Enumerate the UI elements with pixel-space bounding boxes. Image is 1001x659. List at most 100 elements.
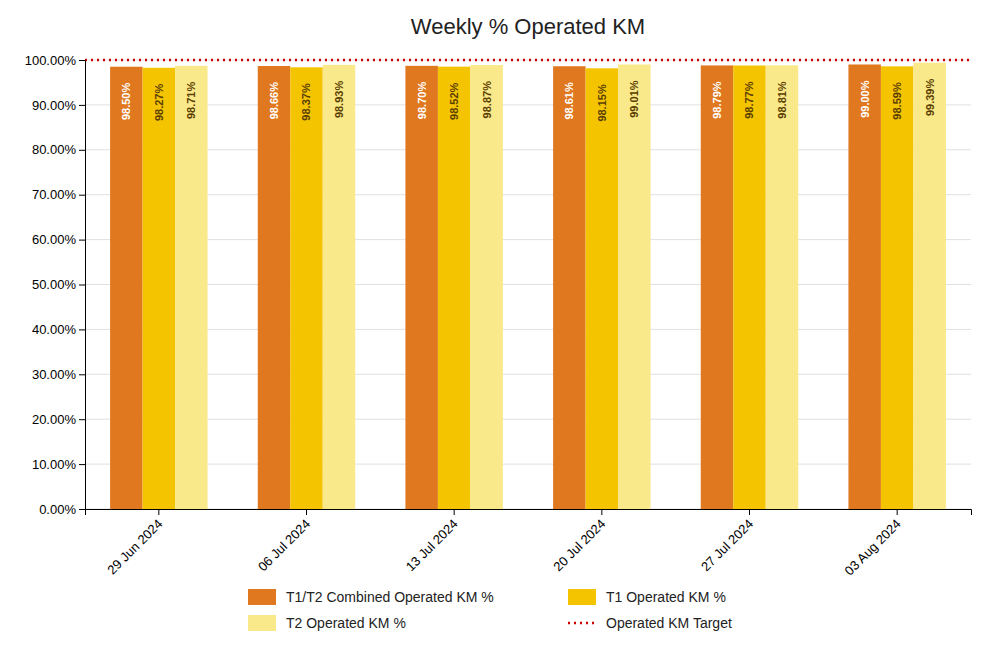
bar xyxy=(175,66,207,509)
data-label: 98.87% xyxy=(481,81,493,119)
tick-mark xyxy=(79,509,85,510)
legend-label: T1/T2 Combined Operated KM % xyxy=(286,589,494,605)
bar xyxy=(881,66,913,509)
tick-mark xyxy=(601,509,602,515)
data-label: 98.61% xyxy=(563,82,575,120)
data-label: 98.79% xyxy=(711,81,723,119)
data-label: 98.59% xyxy=(891,82,903,120)
x-axis: 29 Jun 2024 06 Jul 2024 13 Jul 2024 20 Jul … xyxy=(86,509,972,578)
bar xyxy=(470,65,502,509)
grid-line xyxy=(85,419,971,420)
tick: 20.00% xyxy=(32,412,85,427)
tick-mark xyxy=(79,329,85,330)
grid-line xyxy=(85,239,971,240)
series xyxy=(110,64,881,509)
tick-label: 10.00% xyxy=(32,457,77,472)
tick-mark xyxy=(79,285,85,286)
bar xyxy=(766,65,798,509)
bar xyxy=(438,67,470,509)
bar xyxy=(290,67,322,509)
tick: 20 Jul 2024 xyxy=(550,509,608,574)
legend-swatch xyxy=(568,589,596,605)
grid-line xyxy=(85,149,971,150)
legend-swatch xyxy=(248,615,276,631)
tick: 10.00% xyxy=(32,457,85,472)
bar xyxy=(405,66,437,509)
tick: 0.00% xyxy=(39,502,85,517)
tick-label: 27 Jul 2024 xyxy=(698,516,756,574)
data-label: 98.71% xyxy=(185,82,197,120)
bar xyxy=(586,68,618,509)
tick-mark xyxy=(79,150,85,151)
tick-mark xyxy=(306,509,307,515)
legend-item: Operated KM Target xyxy=(568,615,732,631)
legend: T1/T2 Combined Operated KM % T1 Operated … xyxy=(248,589,732,631)
tick: 50.00% xyxy=(32,277,85,292)
tick-mark xyxy=(79,464,85,465)
grid-line xyxy=(85,194,971,195)
tick: 30.00% xyxy=(32,367,85,382)
data-label: 98.27% xyxy=(153,84,165,122)
legend-item: T2 Operated KM % xyxy=(248,615,406,631)
legend-item: T1 Operated KM % xyxy=(568,589,726,605)
grid-line xyxy=(85,464,971,465)
tick-label: 60.00% xyxy=(32,232,77,247)
data-label: 98.66% xyxy=(268,82,280,120)
bar xyxy=(733,66,765,509)
data-label: 99.00% xyxy=(859,80,871,118)
tick: 06 Jul 2024 xyxy=(255,509,313,574)
data-label: 98.81% xyxy=(776,81,788,119)
tick: 13 Jul 2024 xyxy=(403,509,461,574)
series xyxy=(175,63,946,509)
tick-mark xyxy=(79,105,85,106)
data-label: 98.77% xyxy=(743,81,755,119)
tick-mark xyxy=(79,419,85,420)
data-label: 98.70% xyxy=(416,82,428,120)
legend-swatch xyxy=(568,622,596,625)
plot: 98.50% 98.66% 98.70% 98.61% 98.79% 99.00% 98.2… xyxy=(25,53,972,579)
grid xyxy=(85,60,971,509)
bar xyxy=(323,65,355,509)
tick-mark xyxy=(79,374,85,375)
tick: 80.00% xyxy=(32,142,85,157)
data-label: 99.39% xyxy=(924,79,936,117)
bar xyxy=(258,66,290,509)
tick-label: 40.00% xyxy=(32,322,77,337)
bars xyxy=(110,63,946,509)
tick: 70.00% xyxy=(32,187,85,202)
grid-line xyxy=(85,374,971,375)
tick: 100.00% xyxy=(25,53,85,68)
tick-label: 30.00% xyxy=(32,367,77,382)
tick: 29 Jun 2024 xyxy=(104,509,165,577)
legend-swatch xyxy=(248,589,276,605)
bar xyxy=(553,66,585,509)
tick-label: 0.00% xyxy=(39,502,76,517)
title: Weekly % Operated KM xyxy=(411,14,645,39)
grid-line xyxy=(85,329,971,330)
data-label: 98.52% xyxy=(448,82,460,120)
tick-label: 13 Jul 2024 xyxy=(403,516,461,574)
tick-mark xyxy=(79,60,85,61)
tick-label: 20.00% xyxy=(32,412,77,427)
grid-line xyxy=(85,284,971,285)
tick-mark xyxy=(897,509,898,515)
tick-label: 50.00% xyxy=(32,277,77,292)
data-label: 98.50% xyxy=(120,83,132,121)
legend-label: T2 Operated KM % xyxy=(286,615,406,631)
tick: 03 Aug 2024 xyxy=(842,509,904,578)
tick-label: 06 Jul 2024 xyxy=(255,516,313,574)
tick-label: 90.00% xyxy=(32,98,77,113)
tick-label: 100.00% xyxy=(25,53,77,68)
bar xyxy=(143,68,175,509)
tick-label: 03 Aug 2024 xyxy=(842,516,904,578)
tick-mark xyxy=(79,195,85,196)
bar xyxy=(618,64,650,509)
tick-mark xyxy=(454,509,455,515)
data-label: 98.93% xyxy=(333,81,345,119)
bar xyxy=(110,67,142,509)
tick-label: 70.00% xyxy=(32,187,77,202)
data-label: 99.01% xyxy=(628,80,640,118)
tick: 40.00% xyxy=(32,322,85,337)
data-label: 98.15% xyxy=(596,84,608,122)
data-labels: 98.50% 98.66% 98.70% 98.61% 98.79% 99.00% 98.2… xyxy=(120,79,935,122)
